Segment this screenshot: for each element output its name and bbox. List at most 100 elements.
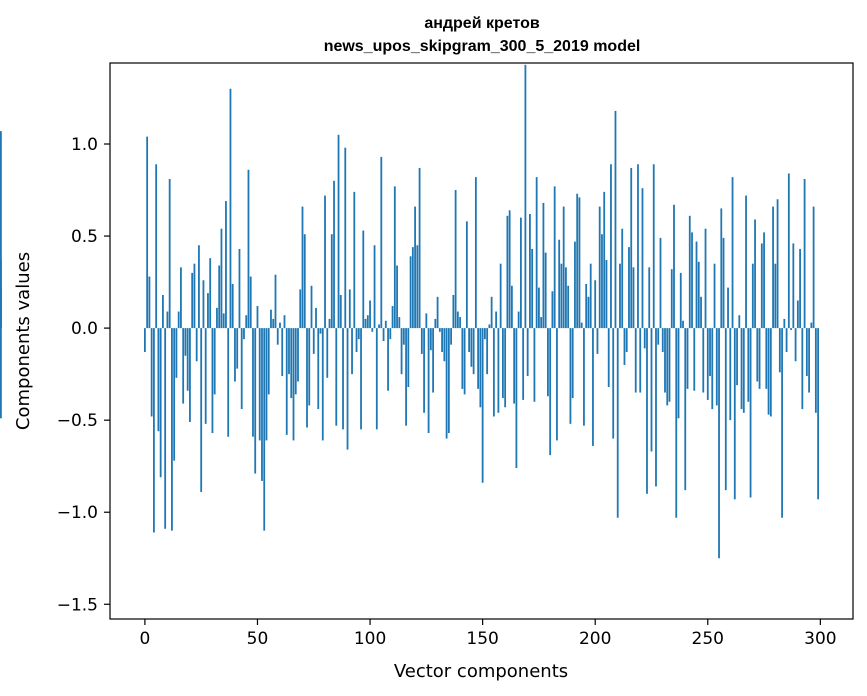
bar-106	[382, 328, 385, 341]
bar-251	[709, 328, 711, 376]
bar-118	[409, 256, 412, 329]
bar-22	[193, 263, 196, 329]
bar-220	[639, 328, 642, 393]
bar-225	[650, 328, 653, 452]
bar-54	[265, 328, 268, 441]
bar-195	[583, 328, 585, 426]
y-tick-label: −0.5	[57, 411, 98, 431]
bar-159	[501, 328, 504, 399]
bar-98	[364, 318, 367, 329]
x-axis-ticks: 0 50 100 150 200 250 300	[139, 619, 837, 649]
bar-7	[159, 328, 162, 478]
y-tick-label: −1.0	[57, 503, 98, 523]
bar-280	[774, 263, 777, 329]
bar-120	[414, 206, 416, 329]
bar-94	[355, 328, 358, 353]
bar-26	[202, 280, 205, 329]
bar-254	[715, 328, 718, 406]
bar-59	[276, 328, 279, 345]
bar-29	[209, 258, 212, 329]
bar-268	[747, 328, 750, 402]
bar-55	[267, 328, 270, 395]
bar-270	[751, 263, 754, 329]
bar-264	[738, 315, 741, 329]
bar-257	[722, 237, 725, 329]
bar-221	[641, 188, 644, 329]
bar-215	[628, 247, 630, 329]
bar-165	[515, 328, 518, 469]
bar-5	[155, 164, 158, 329]
bar-198	[589, 263, 592, 329]
bar-12	[171, 328, 173, 531]
bar-155	[492, 328, 495, 417]
bar-229	[659, 237, 662, 329]
bar-90	[346, 328, 349, 450]
bar-204	[603, 191, 606, 329]
bar-116	[405, 328, 407, 426]
bar-49	[254, 328, 257, 474]
bar-193	[578, 197, 581, 329]
x-tick-label: 250	[692, 629, 724, 649]
bar-157	[497, 328, 500, 413]
bar-191	[574, 241, 576, 329]
bar-30	[211, 328, 214, 434]
bar-168	[522, 328, 525, 400]
bar-183	[556, 328, 558, 441]
bar-138	[454, 190, 457, 329]
bar-44	[243, 328, 245, 340]
bar-61	[281, 328, 284, 376]
bars	[0, 64, 819, 559]
bar-117	[407, 328, 410, 388]
bar-258	[724, 328, 727, 491]
y-tick-label: 1.0	[71, 135, 98, 155]
bar-130	[436, 296, 439, 329]
bar-79	[321, 328, 324, 441]
bar-162	[508, 210, 511, 329]
bar-48	[252, 328, 254, 437]
bar-296	[810, 322, 813, 329]
bar-147	[474, 177, 477, 329]
x-tick-label: 150	[466, 629, 498, 649]
bar-277	[767, 328, 770, 415]
bar-100	[369, 300, 371, 329]
bar-88	[342, 328, 344, 430]
bar-297	[812, 206, 815, 329]
bar-32	[216, 307, 218, 329]
bar-57	[272, 318, 275, 329]
bar-35	[222, 313, 225, 329]
bar-285	[785, 328, 788, 353]
bar-281	[776, 199, 779, 329]
bar-261	[731, 177, 734, 329]
bar-212	[621, 228, 624, 329]
bar-231	[664, 328, 666, 393]
bar-206	[607, 328, 610, 388]
bar-190	[571, 328, 574, 399]
bar-77	[317, 328, 320, 410]
plot-area-frame	[109, 62, 854, 620]
bar-253	[713, 263, 716, 329]
bar-282	[778, 328, 781, 373]
bar-73	[308, 328, 311, 406]
bar-8	[162, 294, 164, 329]
x-tick-label: 50	[247, 629, 269, 649]
bar-244	[693, 328, 696, 391]
bar-63	[285, 328, 288, 435]
bar-295	[808, 328, 810, 393]
bar-219	[637, 164, 639, 329]
bar-58	[274, 274, 277, 329]
x-tick-label: 300	[804, 629, 836, 649]
bar-172	[531, 248, 534, 329]
bar-64	[288, 328, 290, 375]
bar-27	[204, 328, 207, 424]
bar-95	[357, 328, 360, 340]
y-axis-ticks: −1.5 −1.0 −0.5 0.0 0.5 1.0	[57, 135, 110, 615]
bar-31	[213, 328, 216, 395]
bar-175	[538, 287, 540, 329]
bar-105	[380, 156, 383, 329]
bar-47	[249, 276, 252, 329]
bar-91	[348, 289, 351, 329]
bar-149	[479, 328, 482, 408]
bar-238	[679, 272, 682, 329]
x-tick-label: 200	[579, 629, 611, 649]
bar-50	[256, 306, 259, 329]
